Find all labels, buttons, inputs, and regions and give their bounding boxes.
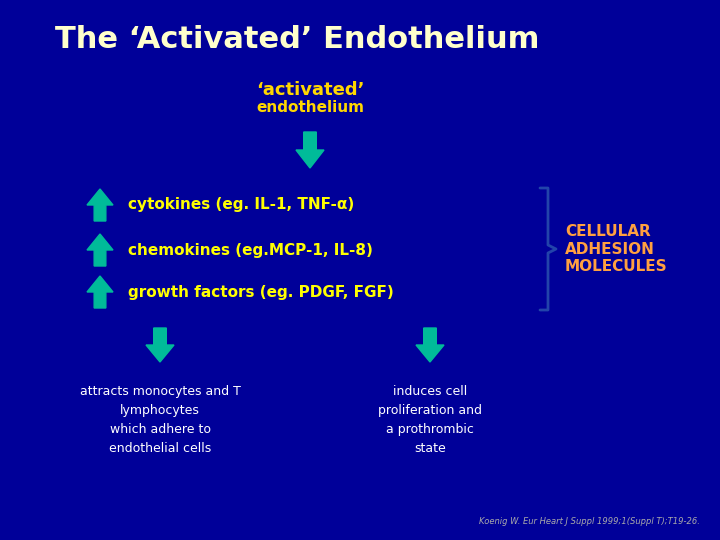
- Polygon shape: [416, 328, 444, 362]
- Text: ‘activated’: ‘activated’: [256, 81, 364, 99]
- Polygon shape: [296, 132, 324, 168]
- Polygon shape: [146, 328, 174, 362]
- Text: cytokines (eg. IL-1, TNF-α): cytokines (eg. IL-1, TNF-α): [128, 198, 354, 213]
- Polygon shape: [87, 234, 113, 266]
- Text: CELLULAR
ADHESION
MOLECULES: CELLULAR ADHESION MOLECULES: [565, 224, 667, 274]
- Text: chemokines (eg.MCP-1, IL-8): chemokines (eg.MCP-1, IL-8): [128, 242, 373, 258]
- Text: The ‘Activated’ Endothelium: The ‘Activated’ Endothelium: [55, 25, 539, 55]
- Text: Koenig W. Eur Heart J Suppl 1999;1(Suppl T);T19-26.: Koenig W. Eur Heart J Suppl 1999;1(Suppl…: [479, 517, 700, 526]
- Text: growth factors (eg. PDGF, FGF): growth factors (eg. PDGF, FGF): [128, 285, 394, 300]
- Text: attracts monocytes and T
lymphocytes
which adhere to
endothelial cells: attracts monocytes and T lymphocytes whi…: [80, 385, 240, 455]
- Text: endothelium: endothelium: [256, 100, 364, 116]
- Polygon shape: [87, 189, 113, 221]
- Text: induces cell
proliferation and
a prothrombic
state: induces cell proliferation and a prothro…: [378, 385, 482, 455]
- Polygon shape: [87, 276, 113, 308]
